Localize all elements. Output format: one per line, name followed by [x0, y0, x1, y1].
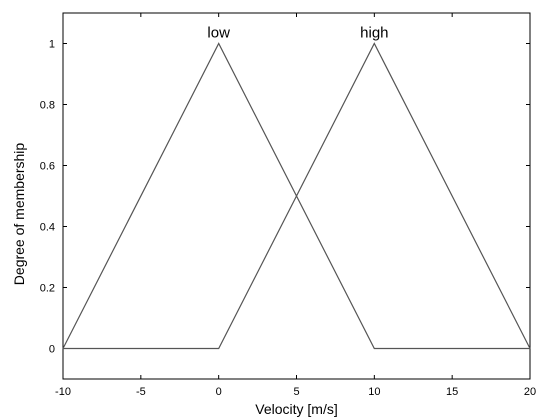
y-tick-label: 0.2 [40, 283, 55, 295]
x-tick-label: 5 [293, 386, 299, 398]
x-tick-label: 10 [368, 386, 380, 398]
x-tick-label: 20 [524, 386, 536, 398]
series-label-high: high [360, 25, 388, 42]
series-labels: low high [207, 25, 388, 42]
y-tick-label: 0.6 [40, 161, 55, 173]
x-axis-ticks: -10 -5 0 5 10 15 20 [55, 13, 536, 398]
x-tick-label: 0 [216, 386, 222, 398]
x-tick-label: -10 [55, 386, 71, 398]
series-lines [62, 42, 531, 350]
y-tick-label: 0 [49, 344, 55, 356]
y-tick-label: 1 [49, 39, 55, 51]
y-tick-label: 0.4 [40, 222, 55, 234]
y-axis-label: Degree of membership [11, 143, 27, 286]
x-axis-label: Velocity [m/s] [255, 401, 337, 417]
y-axis-ticks: 0 0.2 0.4 0.6 0.8 1 [40, 39, 530, 356]
series-line-high [63, 42, 531, 350]
x-tick-label: -5 [136, 386, 146, 398]
series-label-low: low [207, 25, 230, 42]
y-tick-label: 0.8 [40, 100, 55, 112]
x-tick-label: 15 [446, 386, 458, 398]
